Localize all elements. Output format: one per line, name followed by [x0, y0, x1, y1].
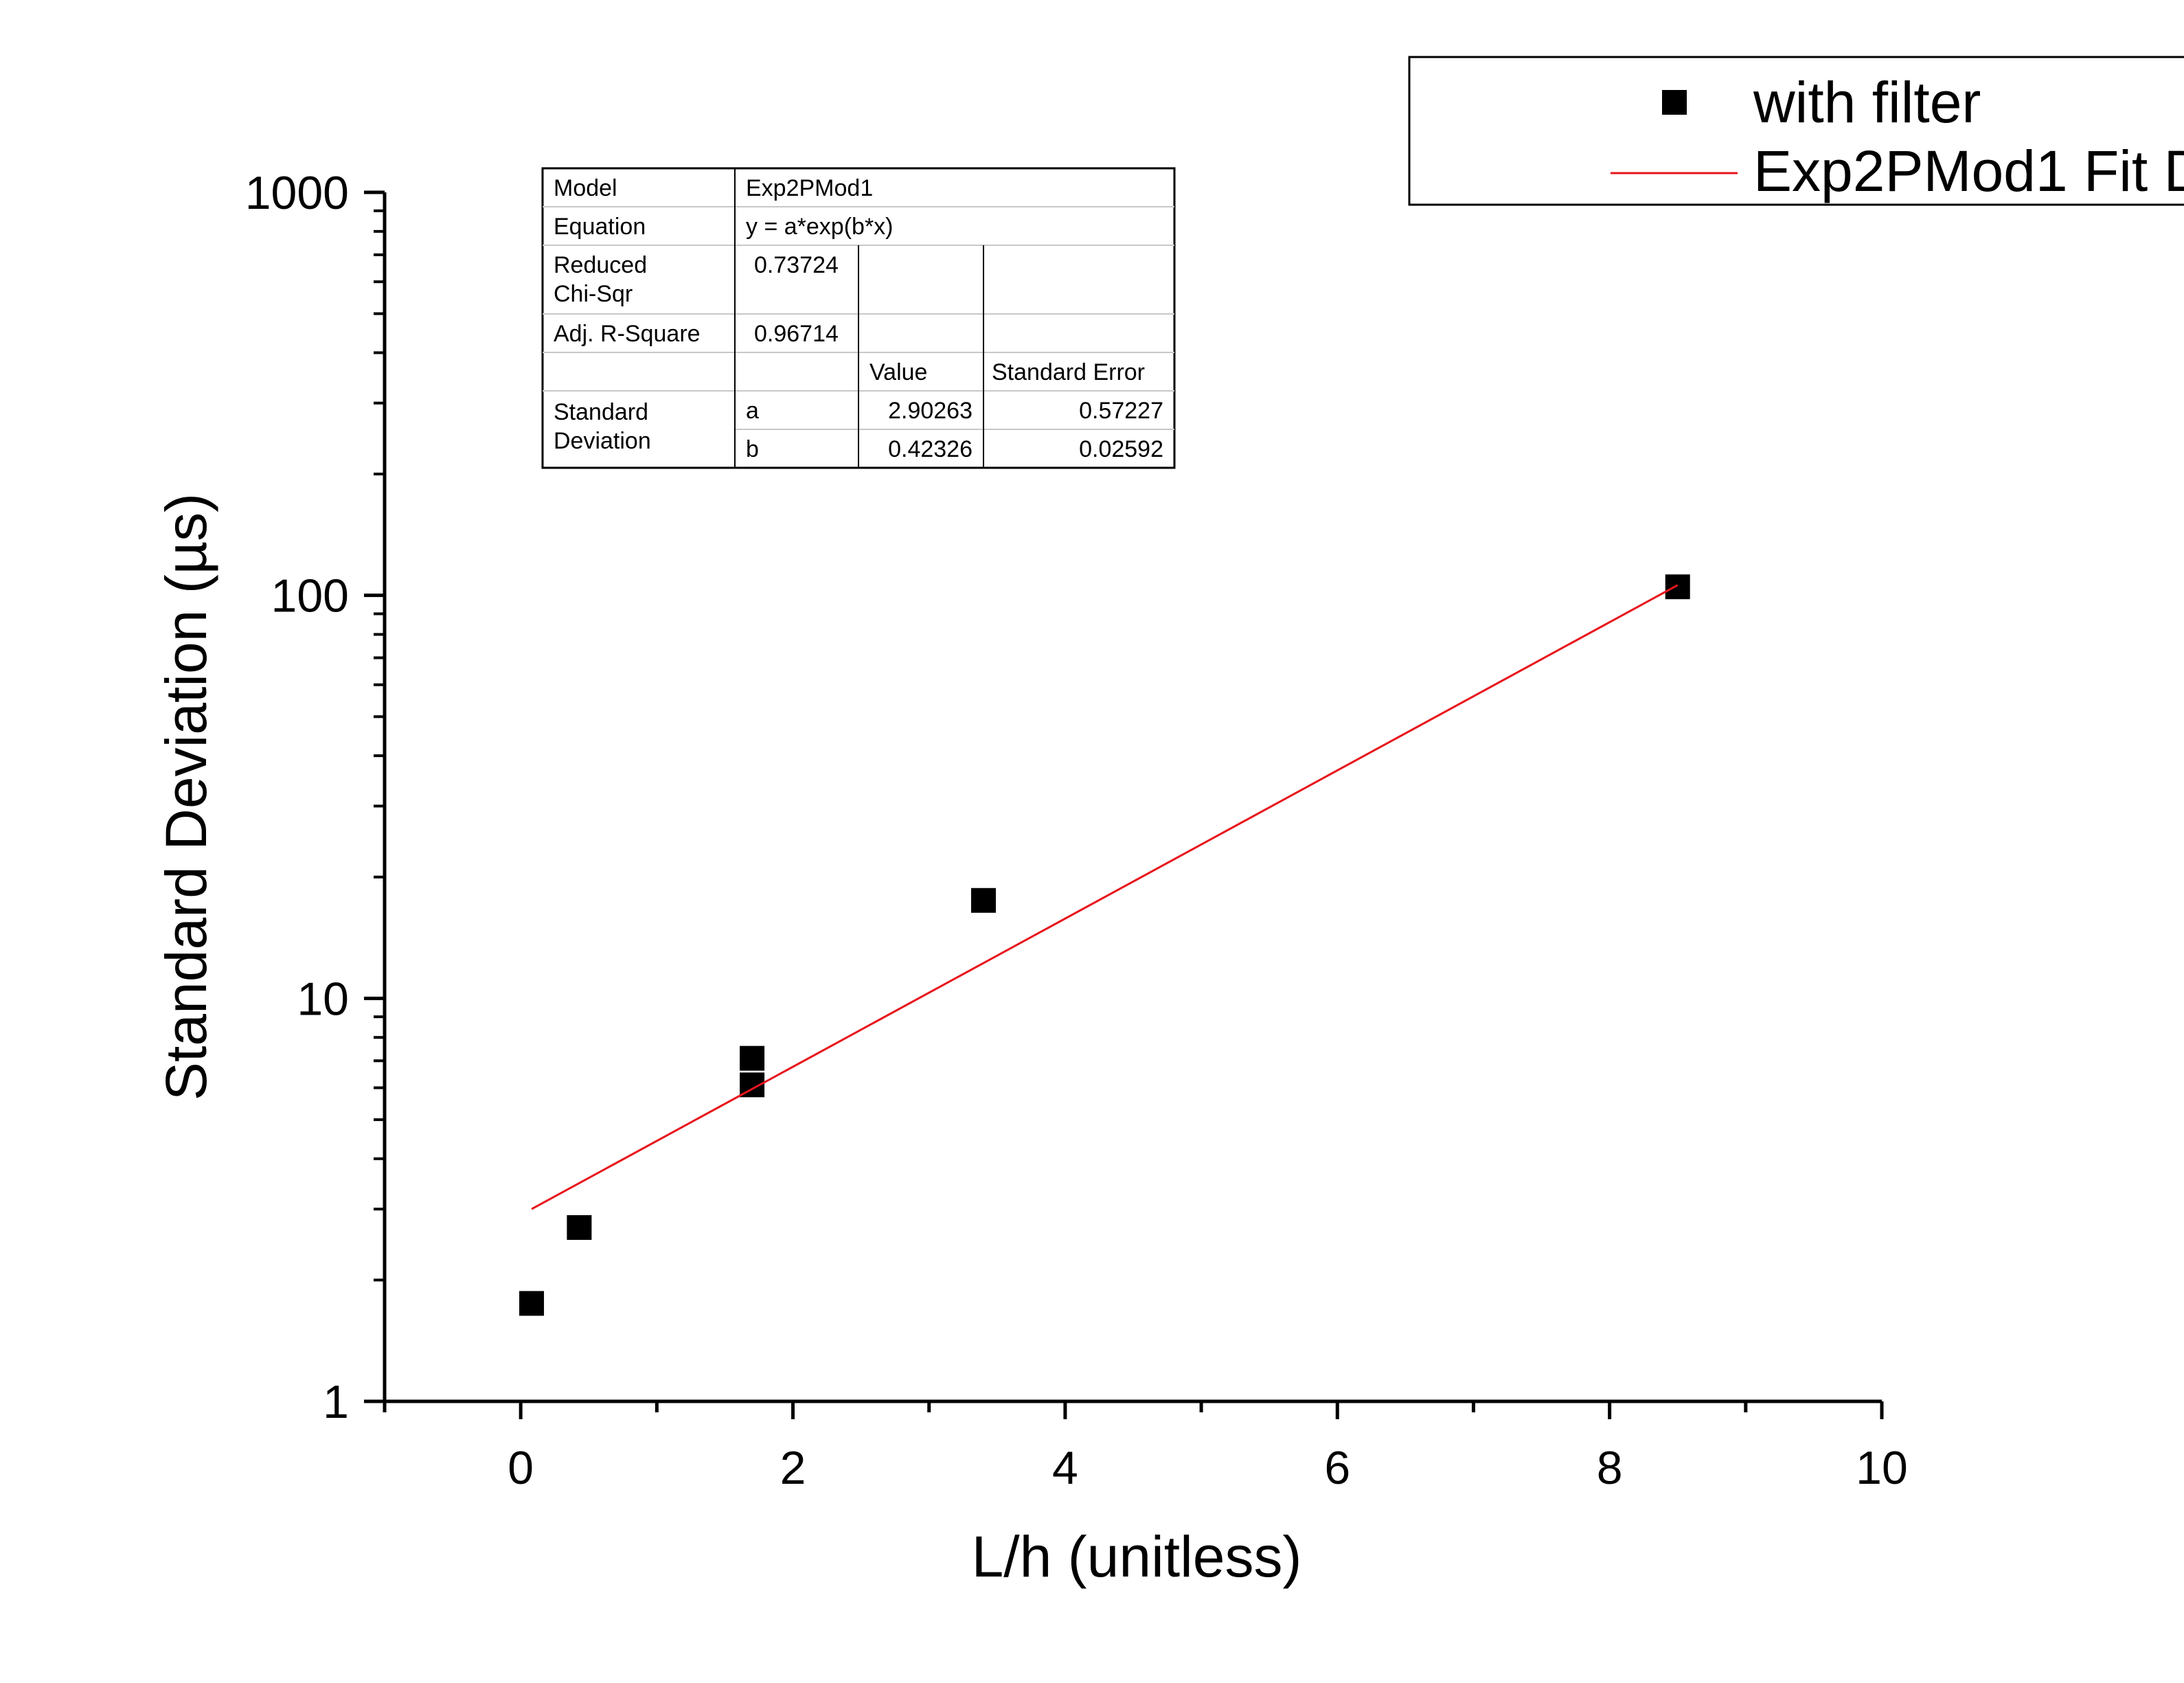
fit-table-cell: Standard Error [992, 359, 1145, 385]
x-axis-title: L/h (unitless) [972, 1524, 1302, 1589]
fit-table-cell: Exp2PMod1 [746, 175, 873, 201]
y-tick-label: 1000 [245, 167, 349, 219]
fit-table-cell: Standard Deviation [554, 399, 651, 454]
legend-label-fit: Exp2PMod1 Fit D [1753, 139, 2184, 203]
fit-table-cell: Model [554, 175, 617, 201]
fit-table-cell: 0.96714 [754, 321, 839, 347]
legend-label-with-filter: with filter [1753, 70, 1981, 135]
legend: with filter Exp2PMod1 Fit D [1408, 56, 2184, 206]
data-point [740, 1046, 765, 1071]
x-tick-label: 0 [508, 1442, 534, 1494]
fit-table-cell: b [746, 436, 759, 462]
fit-table-cell: 0.02592 [1079, 436, 1163, 462]
x-tick-label: 8 [1597, 1442, 1623, 1494]
x-tick-label: 6 [1324, 1442, 1350, 1494]
data-point [567, 1215, 592, 1240]
fit-table-cell: 0.73724 [754, 252, 839, 278]
fit-line [531, 584, 1679, 1210]
y-tick-label: 10 [297, 973, 349, 1025]
legend-box [1408, 56, 2184, 206]
x-tick-label: 4 [1052, 1442, 1078, 1494]
y-tick-label: 1 [323, 1376, 349, 1428]
fit-table-cell: Value [869, 359, 927, 385]
y-axis-title: Standard Deviation (µs) [154, 493, 218, 1100]
data-point [519, 1291, 545, 1316]
data-point [1665, 574, 1690, 600]
legend-marker-with-filter [1662, 90, 1687, 115]
fit-table-cell: Reduced Chi-Sqr [554, 252, 647, 307]
fit-table-cell: 2.90263 [888, 398, 972, 424]
x-tick-label: 10 [1856, 1442, 1908, 1494]
fit-table-cell: 0.42326 [888, 436, 972, 462]
x-ticks: 0 2 4 6 8 10 [383, 1401, 1908, 1494]
x-tick-label: 2 [780, 1442, 806, 1494]
fit-table-cell: 0.57227 [1079, 398, 1163, 424]
fit-table-cell: a [746, 398, 759, 424]
fit-table: Model Exp2PMod1 Equation y = a*exp(b*x) Redu… [541, 167, 1176, 469]
axes: 0 2 4 6 8 10 1 10 100 1000 [245, 167, 1908, 1494]
data-point [971, 888, 996, 913]
y-tick-label: 100 [271, 570, 349, 622]
fit-table-cell: Adj. R-Square [554, 321, 701, 347]
fit-table-cell: Equation [554, 214, 646, 240]
fit-table-cell: y = a*exp(b*x) [746, 214, 894, 240]
series [519, 574, 1690, 1316]
y-ticks: 1 10 100 1000 [245, 167, 385, 1428]
